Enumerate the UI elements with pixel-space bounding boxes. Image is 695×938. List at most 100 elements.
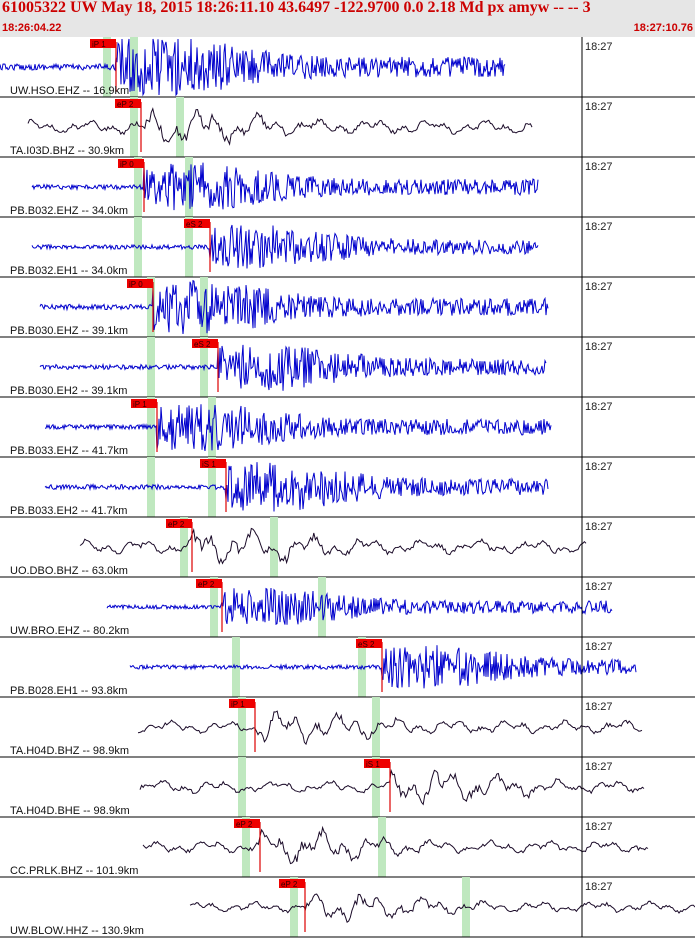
arrival-shading: [242, 817, 250, 877]
pick-label: eS 2: [358, 640, 375, 649]
pick-label-box: [131, 399, 157, 408]
trace-panel: iP 1 18:27 UW.HSO.EHZ -- 16.9km: [0, 37, 695, 98]
waveform-trace: [189, 893, 695, 924]
station-label: UW.BRO.EHZ -- 80.2km: [10, 625, 129, 637]
arrival-shading: [208, 457, 216, 517]
waveform-trace: [31, 224, 539, 269]
pick-label: iP 0: [120, 160, 134, 169]
pick-label: iS 1: [366, 760, 380, 769]
trace-panel: iP 0 18:27 PB.B030.EHZ -- 39.1km: [0, 277, 695, 338]
pick-label: eP 2: [198, 580, 215, 589]
pick-label-box: [234, 819, 260, 828]
pick-label: eS 2: [186, 220, 203, 229]
arrival-shading: [200, 337, 208, 397]
trace-panel: eS 2 18:27 PB.B028.EH1 -- 93.8km: [0, 637, 695, 698]
time-label: 18:27: [585, 41, 613, 53]
station-label: TA.H04D.BHZ -- 98.9km: [10, 745, 129, 757]
trace-panel: eP 2 18:27 CC.PRLK.BHZ -- 101.9km: [0, 817, 695, 878]
station-label: UO.DBO.BHZ -- 63.0km: [10, 565, 128, 577]
station-label: PB.B028.EH1 -- 93.8km: [10, 685, 127, 697]
time-label: 18:27: [585, 461, 613, 473]
pick-label: eP 2: [117, 100, 134, 109]
arrival-shading: [462, 877, 470, 937]
waveform-trace: [139, 768, 645, 806]
end-time: 18:27:10.76: [633, 22, 693, 34]
waveform-trace: [27, 107, 533, 146]
waveform-trace: [0, 38, 506, 97]
time-label: 18:27: [585, 701, 613, 713]
waveform-trace: [39, 279, 549, 335]
pick-label-box: [364, 759, 390, 768]
pick-label-box: [192, 339, 218, 348]
trace-panel: eP 2 18:27 TA.I03D.BHZ -- 30.9km: [0, 97, 695, 158]
pick-label-box: [127, 279, 153, 288]
station-label: CC.PRLK.BHZ -- 101.9km: [10, 865, 138, 877]
arrival-shading: [372, 697, 380, 757]
waveform-trace: [44, 462, 549, 512]
pick-label: iP 1: [231, 700, 245, 709]
arrival-shading: [130, 97, 138, 157]
arrival-shading: [378, 817, 386, 877]
time-label: 18:27: [585, 761, 613, 773]
trace-panel: eP 2 18:27 UW.BLOW.HHZ -- 130.9km: [0, 877, 695, 938]
waveform-trace: [129, 645, 637, 689]
arrival-shading: [238, 757, 246, 817]
header-bar: 61005322 UW May 18, 2015 18:26:11.10 43.…: [0, 0, 695, 37]
pick-label-box: [115, 99, 141, 108]
time-label: 18:27: [585, 881, 613, 893]
trace-panel: iP 1 18:27 PB.B033.EHZ -- 41.7km: [0, 397, 695, 458]
waveform-trace: [106, 587, 613, 625]
trace-panel: eP 2 18:27 UW.BRO.EHZ -- 80.2km: [0, 577, 695, 638]
pick-label-box: [184, 219, 210, 228]
time-label: 18:27: [585, 401, 613, 413]
time-label: 18:27: [585, 161, 613, 173]
waveform-trace: [39, 344, 547, 391]
arrival-shading: [270, 517, 278, 577]
trace-panel: eS 2 18:27 PB.B032.EH1 -- 34.0km: [0, 217, 695, 278]
pick-label-box: [229, 699, 255, 708]
trace-panel: iP 0 18:27 PB.B032.EHZ -- 34.0km: [0, 157, 695, 218]
time-label: 18:27: [585, 821, 613, 833]
pick-label: iP 1: [92, 40, 106, 49]
station-label: PB.B032.EH1 -- 34.0km: [10, 265, 127, 277]
pick-label-box: [166, 519, 192, 528]
trace-panel: eP 2 18:27 UO.DBO.BHZ -- 63.0km: [0, 517, 695, 578]
time-label: 18:27: [585, 521, 613, 533]
station-label: PB.B033.EH2 -- 41.7km: [10, 505, 127, 517]
time-label: 18:27: [585, 581, 613, 593]
pick-label: iP 0: [129, 280, 143, 289]
pick-label: iP 1: [133, 400, 147, 409]
waveform-trace: [44, 404, 552, 451]
time-label: 18:27: [585, 281, 613, 293]
pick-label: eP 2: [168, 520, 185, 529]
arrival-shading: [130, 37, 138, 97]
pick-label: iS 1: [202, 460, 216, 469]
pick-label-box: [118, 159, 144, 168]
station-label: UW.HSO.EHZ -- 16.9km: [10, 85, 129, 97]
station-label: PB.B033.EHZ -- 41.7km: [10, 445, 128, 457]
time-label: 18:27: [585, 341, 613, 353]
pick-label: eP 2: [281, 880, 298, 889]
trace-panel: iS 1 18:27 PB.B033.EH2 -- 41.7km: [0, 457, 695, 518]
time-label: 18:27: [585, 221, 613, 233]
waveform-trace: [137, 710, 643, 746]
arrival-shading: [208, 397, 216, 457]
time-label: 18:27: [585, 101, 613, 113]
station-label: UW.BLOW.HHZ -- 130.9km: [10, 925, 144, 937]
trace-panel: iS 1 18:27 TA.H04D.BHE -- 98.9km: [0, 757, 695, 818]
pick-label: eS 2: [194, 340, 211, 349]
arrival-shading: [147, 277, 155, 337]
pick-label: eP 2: [236, 820, 253, 829]
station-label: TA.H04D.BHE -- 98.9km: [10, 805, 130, 817]
pick-label-box: [196, 579, 222, 588]
station-label: PB.B030.EH2 -- 39.1km: [10, 385, 127, 397]
arrival-shading: [103, 37, 111, 97]
arrival-shading: [147, 337, 155, 397]
station-label: PB.B032.EHZ -- 34.0km: [10, 205, 128, 217]
arrival-shading: [176, 97, 184, 157]
pick-label-box: [90, 39, 116, 48]
waveform-trace: [31, 162, 539, 211]
waveform-trace: [79, 527, 587, 565]
station-label: TA.I03D.BHZ -- 30.9km: [10, 145, 124, 157]
time-label: 18:27: [585, 641, 613, 653]
